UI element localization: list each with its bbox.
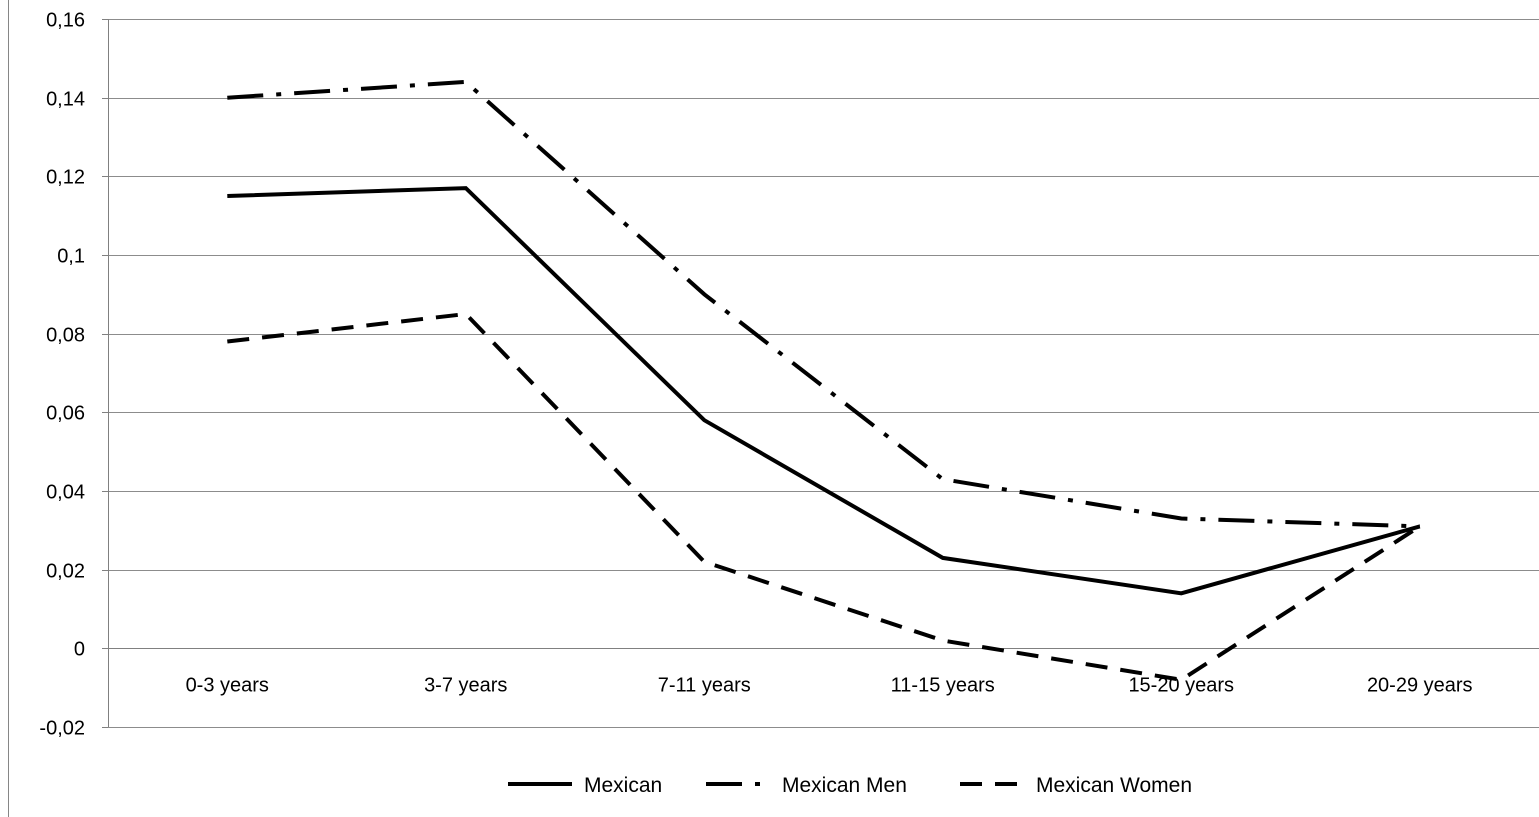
y-tick-label: 0,1 xyxy=(57,246,85,268)
y-tick-label: 0,08 xyxy=(46,325,85,347)
x-tick-label: 7-11 years xyxy=(658,674,751,696)
y-tick-label: 0,02 xyxy=(46,561,85,583)
series-lines xyxy=(227,79,1421,682)
y-tick-label: 0,04 xyxy=(46,482,85,504)
y-tick-label: 0,16 xyxy=(46,10,85,32)
series-line-mexican-men xyxy=(227,79,1420,529)
x-tick-labels: 0-3 years 3-7 years 7-11 years 11-15 years 1… xyxy=(186,674,1473,696)
legend: Mexican Mexican Men Mexican Women xyxy=(508,774,1192,797)
y-tick-label: 0 xyxy=(74,639,85,661)
legend-label: Mexican xyxy=(584,774,662,797)
x-tick-label: 11-15 years xyxy=(891,674,995,696)
x-tick-label: 15-20 years xyxy=(1128,674,1234,696)
legend-label: Mexican Women xyxy=(1036,774,1192,797)
y-tick-label: 0,14 xyxy=(46,89,85,111)
series-line-mexican-women xyxy=(227,311,1421,682)
y-tick-label: 0,06 xyxy=(46,403,85,425)
y-tick-labels: -0,02 0 0,02 0,04 0,06 0,08 0,1 0,12 0,14 0,16 xyxy=(39,10,85,740)
x-tick-label: 0-3 years xyxy=(186,674,269,696)
x-tick-label: 20-29 years xyxy=(1367,674,1473,696)
y-tick-label: -0,02 xyxy=(39,718,85,740)
legend-label: Mexican Men xyxy=(782,774,907,797)
x-tick-label: 3-7 years xyxy=(424,674,507,696)
series-line-mexican xyxy=(227,186,1421,596)
y-tick-label: 0,12 xyxy=(46,167,85,189)
axes xyxy=(8,0,109,817)
gridlines xyxy=(108,19,1539,728)
